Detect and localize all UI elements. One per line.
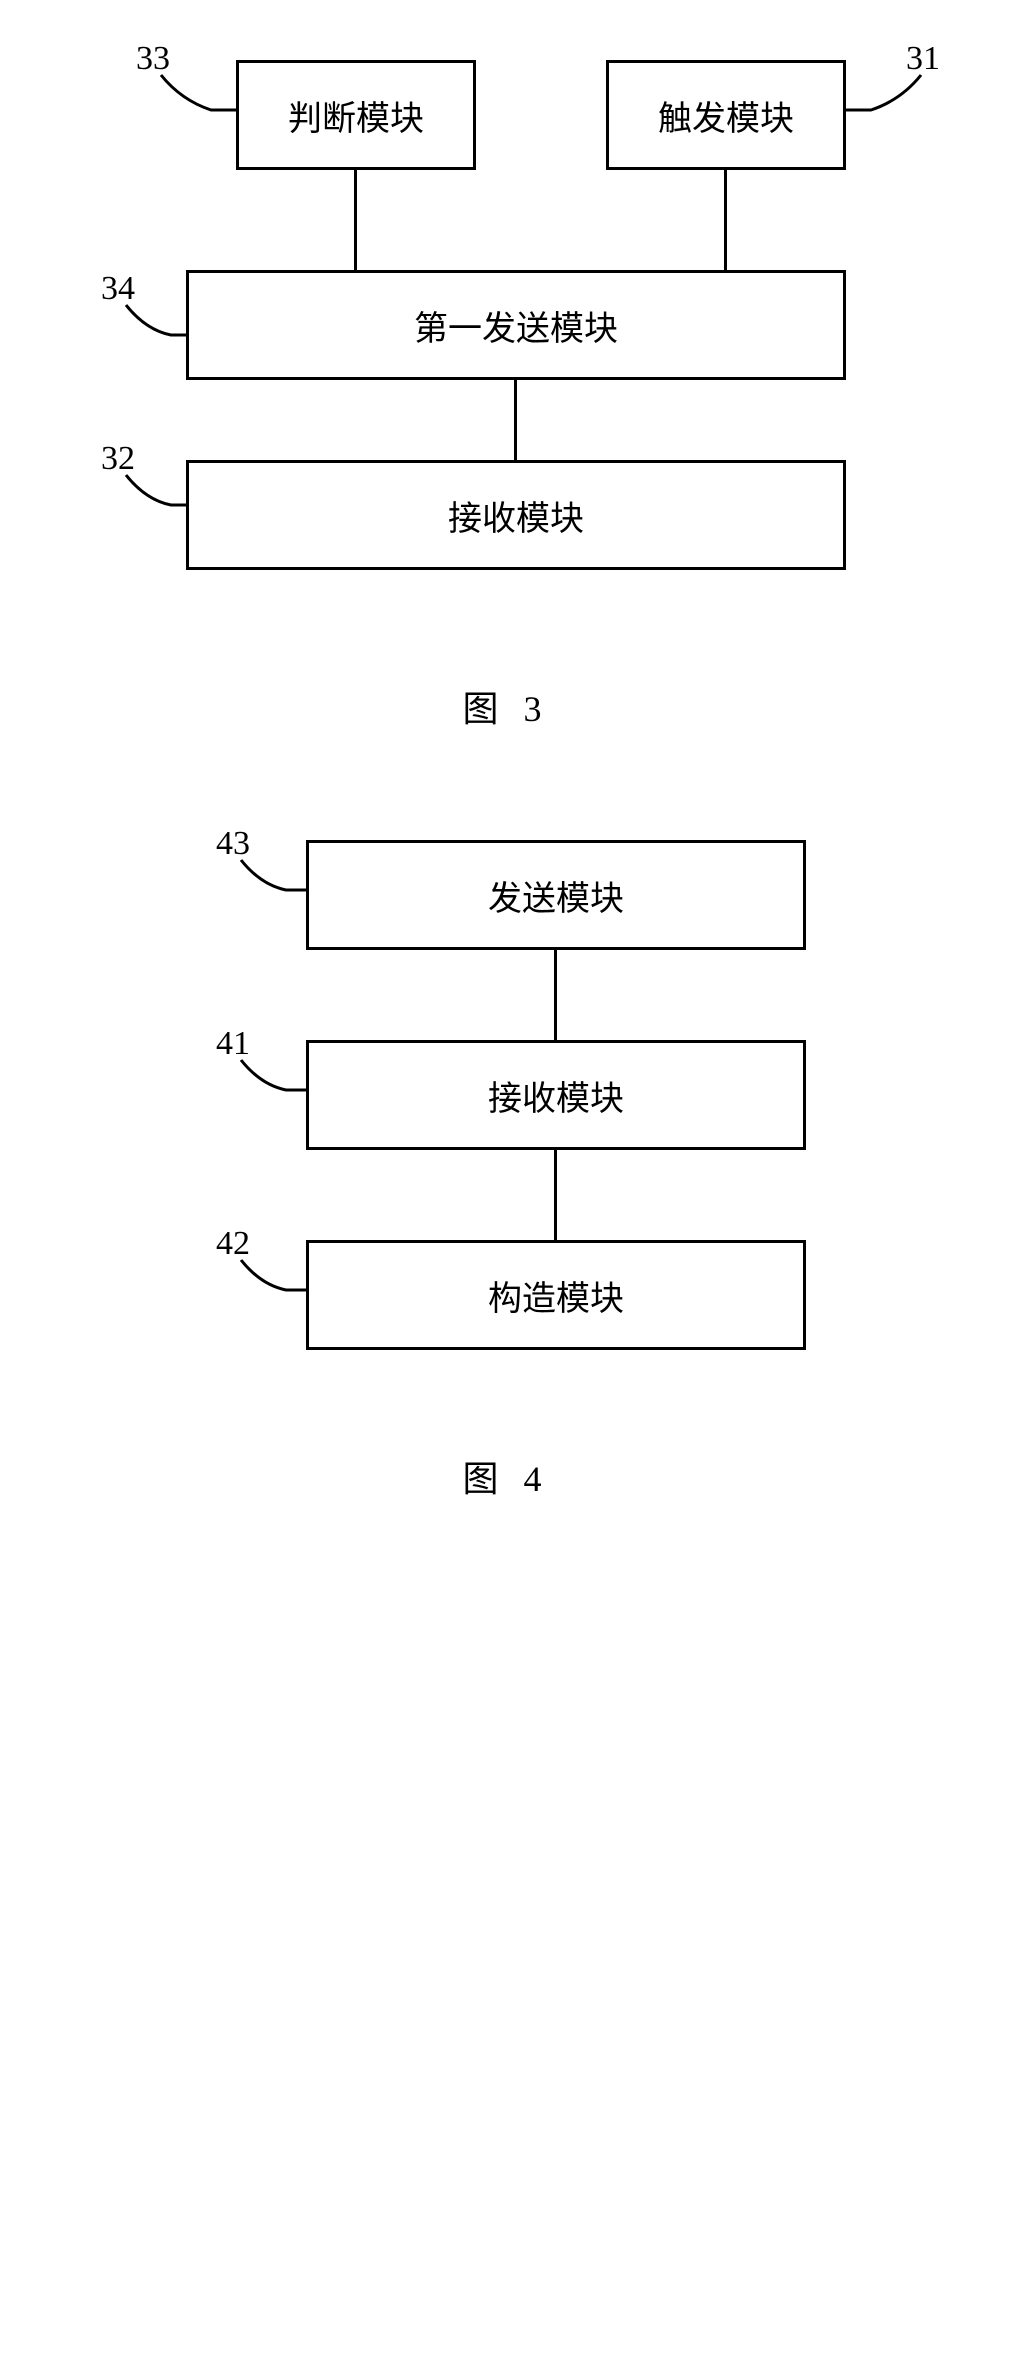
figure-4: 发送模块 接收模块 构造模块 43 41 42 图 4: [186, 820, 826, 1440]
figure-3: 判断模块 触发模块 第一发送模块 接收模块 33 31 34 32 图 3: [76, 40, 936, 620]
leader-line-icon: [186, 820, 826, 1440]
figure-caption: 图 3: [462, 680, 549, 732]
leader-line-icon: [76, 40, 936, 620]
figure-caption: 图 4: [462, 1450, 549, 1502]
